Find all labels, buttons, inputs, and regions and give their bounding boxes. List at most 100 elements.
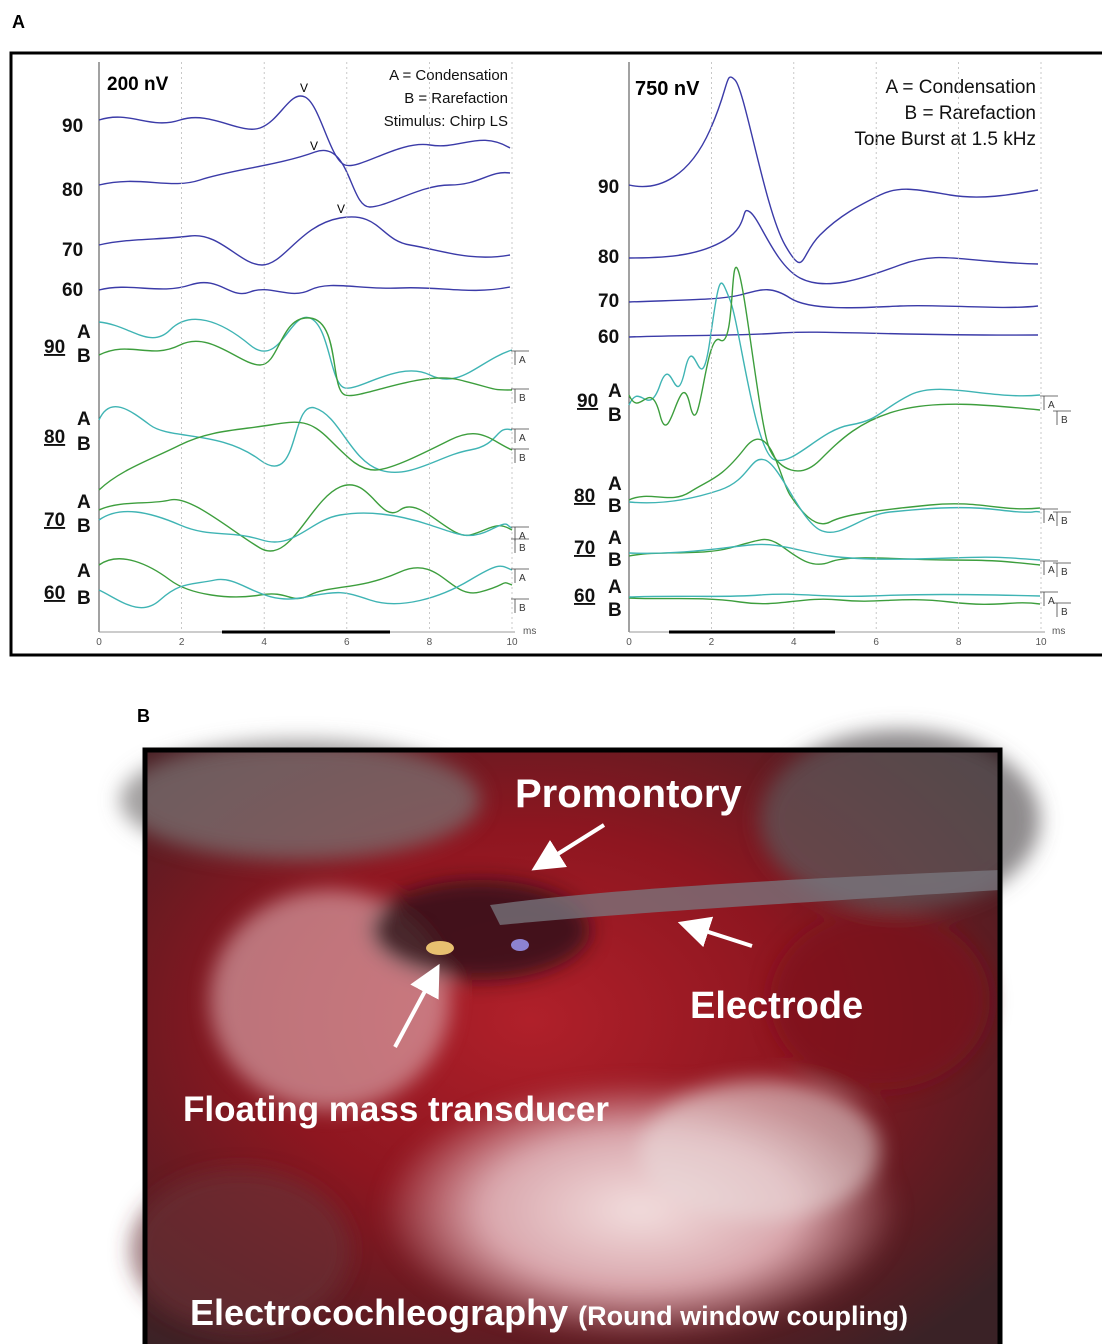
level-label: 60 [44, 583, 65, 604]
trace [628, 458, 1041, 533]
ab-label: A [77, 561, 91, 582]
right-plot: 750 nV A = Condensation B = Rarefaction … [574, 62, 1071, 648]
photo: Promontory Electrode Floating mass trans… [120, 730, 1040, 1344]
ab-box-label: B [519, 453, 526, 464]
x-tick-label: 4 [261, 637, 267, 648]
ab-box [1053, 511, 1071, 526]
ab-label: B [608, 550, 622, 571]
glint [511, 939, 529, 951]
x-tick-label: 2 [179, 637, 185, 648]
trace [98, 216, 511, 266]
ab-box [1040, 560, 1058, 575]
panel-label: A [12, 12, 25, 32]
panel-frame [9, 51, 1102, 657]
ab-box-label: A [519, 531, 526, 542]
trace [628, 593, 1041, 598]
x-tick-label: 0 [96, 637, 102, 648]
ab-box-label: B [1061, 567, 1068, 578]
level-label: 70 [44, 510, 65, 531]
level-label: 80 [62, 180, 83, 201]
ab-box-label: B [1061, 415, 1068, 426]
ab-box [1053, 602, 1071, 617]
trace [98, 510, 513, 543]
trace [98, 317, 513, 397]
annotation: Floating mass transducer [183, 1090, 609, 1129]
legend-text: B = Rarefaction [905, 103, 1037, 124]
ab-box [1040, 395, 1058, 410]
trace [628, 597, 1041, 606]
ab-box-label: A [519, 355, 526, 366]
electrode-wire [490, 870, 1000, 925]
ab-label: B [608, 405, 622, 426]
ab-box [511, 350, 529, 365]
ab-box-label: A [1048, 400, 1055, 411]
x-tick-label: 10 [1035, 637, 1047, 648]
arrow [393, 963, 440, 1048]
caption-note: (Round window coupling) [578, 1301, 908, 1331]
transducer-glint [426, 941, 454, 955]
trace [628, 209, 1039, 285]
annotation: Electrode [690, 985, 863, 1027]
ab-box [511, 538, 529, 553]
ab-label: B [608, 600, 622, 621]
trace [628, 438, 1041, 525]
level-label: 80 [574, 486, 595, 507]
peak-label: V [337, 202, 345, 216]
trace [628, 331, 1039, 338]
legend-text: A = Condensation [885, 77, 1036, 98]
level-label: 70 [598, 291, 619, 312]
caption: Electrocochleography (Round window coupli… [190, 1292, 908, 1333]
x-tick-label: 6 [873, 637, 879, 648]
ab-label: A [77, 322, 91, 343]
trace [98, 558, 513, 600]
level-label: 70 [62, 240, 83, 261]
ab-label: A [77, 409, 91, 430]
x-tick-label: 6 [344, 637, 350, 648]
trace [628, 543, 1041, 561]
ab-box [1040, 508, 1058, 523]
ab-box-label: B [1061, 607, 1068, 618]
trace [98, 421, 513, 491]
ab-box [511, 526, 529, 541]
legend-text: Stimulus: Chirp LS [384, 113, 508, 130]
level-label: 80 [44, 427, 65, 448]
trace [98, 95, 511, 167]
x-tick-label: 8 [427, 637, 433, 648]
ab-box-label: B [1061, 516, 1068, 527]
scale-label: 750 nV [635, 78, 700, 100]
ab-box [511, 598, 529, 613]
trace [628, 266, 1041, 472]
level-label: 90 [598, 177, 619, 198]
level-label: 60 [574, 586, 595, 607]
trace [628, 282, 1041, 462]
arrow [531, 823, 606, 871]
legend-text: Tone Burst at 1.5 kHz [854, 129, 1036, 150]
legend-text: A = Condensation [389, 67, 508, 84]
arrow [677, 916, 753, 948]
trace [628, 538, 1041, 566]
ab-label: A [608, 528, 622, 549]
level-label: 60 [62, 280, 83, 301]
ab-box-label: A [519, 433, 526, 444]
ab-box [1040, 591, 1058, 606]
x-tick-label: 0 [626, 637, 632, 648]
scale-label: 200 nV [107, 74, 169, 95]
ab-label: A [608, 474, 622, 495]
ab-box [511, 568, 529, 583]
ab-label: B [77, 346, 91, 367]
legend-text: B = Rarefaction [404, 90, 508, 107]
ab-label: B [77, 516, 91, 537]
ab-box-label: A [1048, 513, 1055, 524]
photo-frame [142, 747, 1003, 1344]
ab-box-label: B [519, 393, 526, 404]
x-tick-label: 2 [709, 637, 715, 648]
ab-box [1053, 562, 1071, 577]
trace [98, 316, 513, 389]
peak-label: V [300, 81, 308, 95]
annotation: Promontory [515, 772, 742, 816]
x-tick-label: 8 [956, 637, 962, 648]
ab-box-label: A [1048, 565, 1055, 576]
ab-label: B [77, 588, 91, 609]
x-unit: ms [1052, 626, 1065, 637]
ab-box-label: B [519, 603, 526, 614]
